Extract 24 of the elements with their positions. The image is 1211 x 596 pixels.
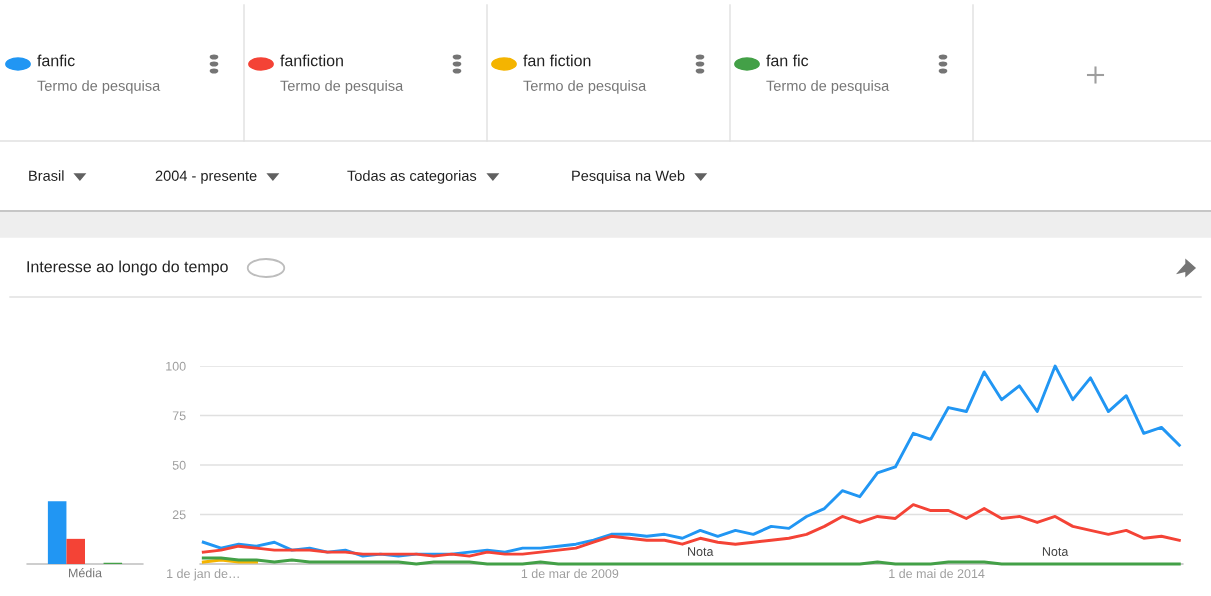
legend-label: fanfiction [280,54,343,67]
legend-label: fanfic [37,54,75,67]
text: Termo de pesquisa [280,80,404,94]
text: Brasil [29,170,64,181]
x-tick-label: 1 de mar de 2009 [521,568,619,579]
x-tick-label: Média [69,568,103,578]
text: 2004 - presente [155,170,257,184]
annotation: Nota [1042,547,1069,556]
x-tick-label: 1 de mai de 2014 [889,568,985,579]
legend-label: fan fic [766,54,809,67]
y-tick-label: 100 [166,361,186,371]
y-tick-label: 75 [172,411,186,421]
legend-label: fan fiction [523,54,591,67]
chart-title: Interesse ao longo do tempo [27,260,228,276]
y-tick-label: 25 [172,510,186,520]
line-series [201,503,1181,558]
text: Termo de pesquisa [37,80,161,94]
text: Termo de pesquisa [523,80,647,94]
y-tick-label: 50 [172,460,186,470]
annotation: Nota [688,547,714,556]
text: Todas as categorias [347,170,477,184]
x-tick-label: 1 de jan de… [167,568,239,581]
text: Pesquisa na Web [572,170,685,184]
text: Termo de pesquisa [766,80,890,94]
